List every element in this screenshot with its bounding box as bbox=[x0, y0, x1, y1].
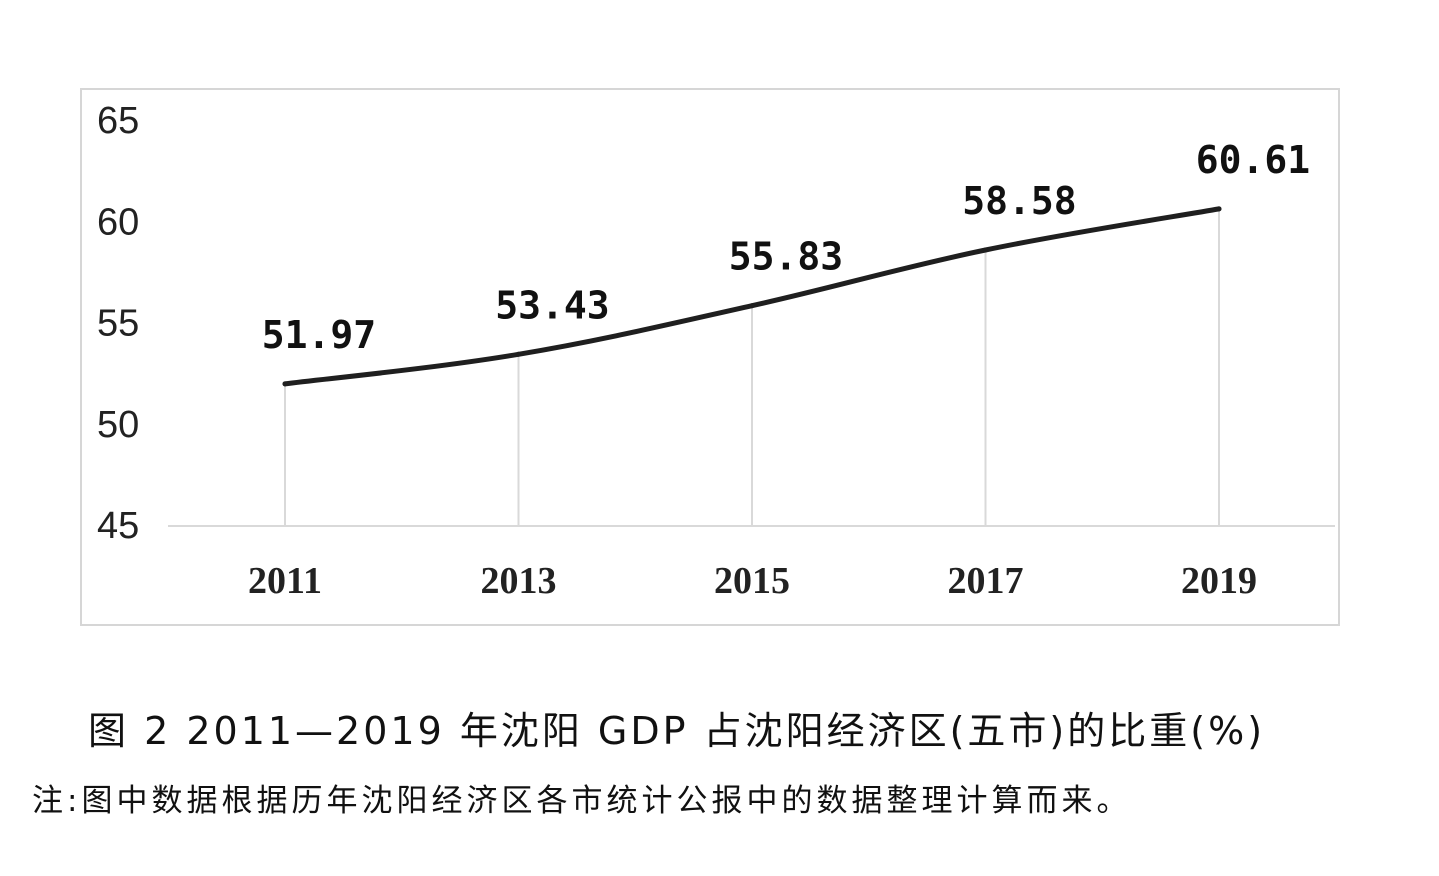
data-point bbox=[282, 381, 288, 387]
y-tick-label: 65 bbox=[97, 100, 139, 142]
data-point bbox=[749, 303, 755, 309]
data-label: 58.58 bbox=[962, 179, 1076, 223]
data-label: 53.43 bbox=[495, 283, 609, 327]
x-tick-label: 2011 bbox=[248, 560, 322, 602]
chart-frame bbox=[80, 88, 1340, 626]
x-tick-label: 2017 bbox=[948, 560, 1024, 602]
y-tick-label: 55 bbox=[97, 303, 139, 345]
x-tick-label: 2019 bbox=[1181, 560, 1257, 602]
data-point bbox=[1216, 206, 1222, 212]
x-tick-label: 2015 bbox=[714, 560, 790, 602]
data-label: 55.83 bbox=[729, 235, 843, 279]
figure-caption: 图 2 2011—2019 年沈阳 GDP 占沈阳经济区(五市)的比重(%) bbox=[88, 709, 1266, 753]
data-label: 60.61 bbox=[1196, 138, 1310, 182]
data-label: 51.97 bbox=[262, 313, 376, 357]
x-tick-label: 2013 bbox=[481, 560, 557, 602]
y-tick-label: 45 bbox=[97, 505, 139, 547]
y-tick-label: 50 bbox=[97, 404, 139, 446]
data-point bbox=[983, 247, 988, 253]
data-point bbox=[516, 351, 521, 357]
figure-note: 注:图中数据根据历年沈阳经济区各市统计公报中的数据整理计算而来。 bbox=[32, 783, 1132, 819]
y-tick-label: 60 bbox=[97, 201, 139, 243]
